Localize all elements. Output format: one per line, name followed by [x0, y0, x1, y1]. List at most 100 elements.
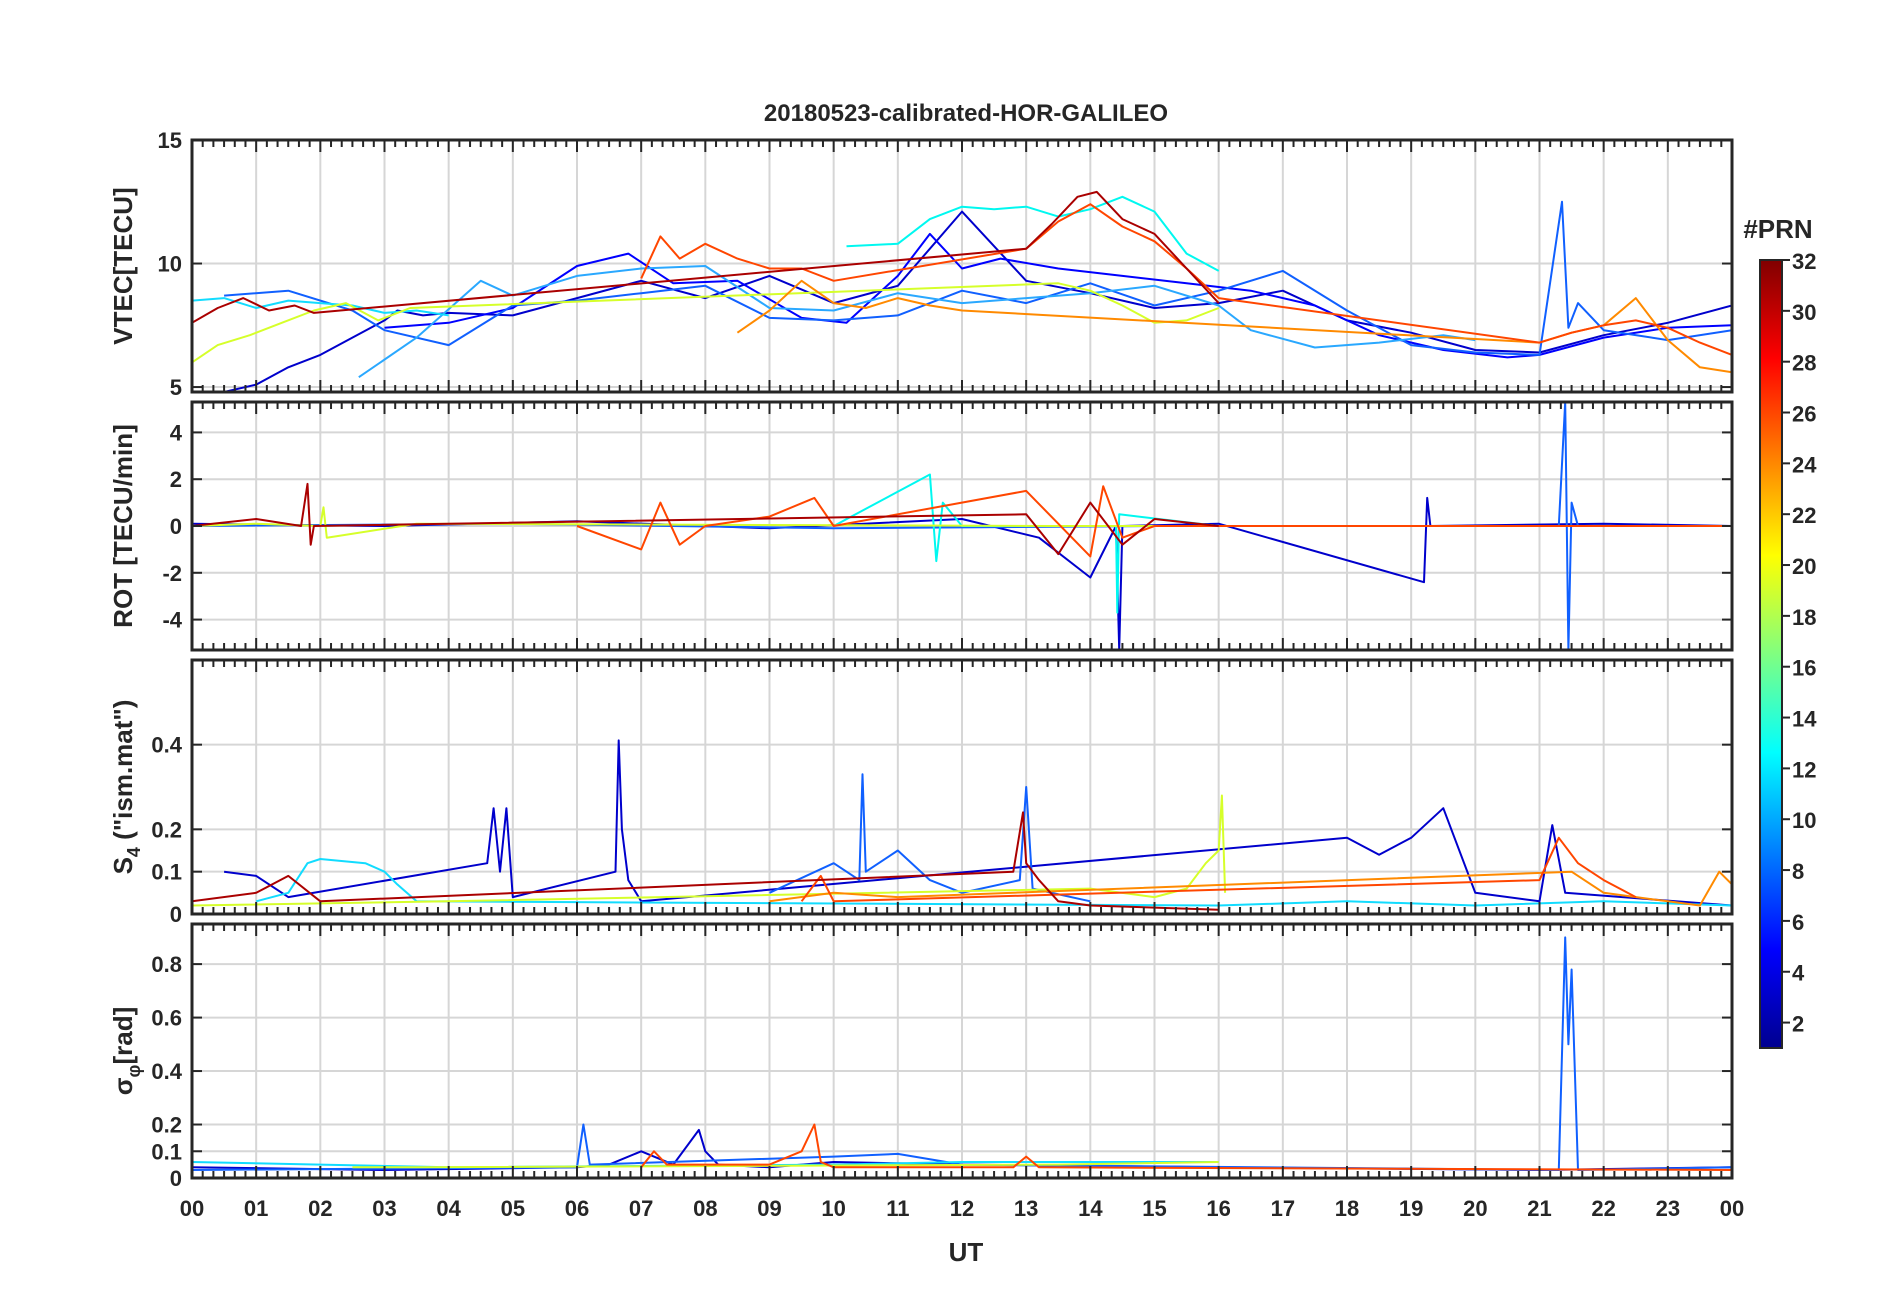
x-tick-label: 07 [629, 1196, 653, 1221]
series-prn-7 [192, 402, 1732, 650]
x-tick-label: 10 [821, 1196, 845, 1221]
x-axis-label: UT [949, 1237, 984, 1267]
y-tick-label: 0.2 [151, 1113, 182, 1138]
series-prn-31 [192, 811, 1219, 911]
colorbar-tick-label: 8 [1792, 859, 1804, 884]
y-tick-label: 0.1 [151, 860, 182, 885]
series-prn-26 [640, 1123, 1732, 1171]
x-tick-label: 15 [1142, 1196, 1166, 1221]
x-tick-label: 08 [693, 1196, 717, 1221]
x-tick-label: 11 [886, 1196, 909, 1221]
minor-ticks [191, 660, 1733, 914]
y-axis-label: VTEC[TECU] [108, 187, 138, 344]
colorbar-tick-label: 6 [1792, 910, 1804, 935]
colorbar-tick-label: 26 [1792, 402, 1816, 427]
series-prn-26 [640, 203, 1732, 356]
colorbar-tick-label: 4 [1792, 961, 1805, 986]
x-tick-label: 13 [1014, 1196, 1038, 1221]
x-tick-label: 16 [1206, 1196, 1230, 1221]
y-tick-label: 0.1 [151, 1139, 182, 1164]
series-prn-4 [384, 232, 1732, 359]
x-tick-label: 17 [1271, 1196, 1295, 1221]
y-tick-label: 4 [170, 420, 183, 445]
x-tick-label: 19 [1399, 1196, 1423, 1221]
x-axis: 00 01 02 03 04 05 06 07 08 09 10 11 12 13 14 15 16 17 18 19… [180, 1196, 1744, 1221]
colorbar-tick-label: 18 [1792, 605, 1816, 630]
colorbar-tick-label: 30 [1792, 300, 1816, 325]
x-tick-label: 01 [244, 1196, 268, 1221]
series-prn-11 [255, 858, 1732, 907]
series-group [192, 739, 1732, 911]
y-tick-label: 0 [170, 902, 182, 927]
colorbar-tick-label: 12 [1792, 757, 1816, 782]
x-tick-label: 05 [501, 1196, 525, 1221]
series-prn-23 [736, 279, 1732, 374]
colorbar-tick-label: 24 [1792, 452, 1817, 477]
x-tick-label: 20 [1463, 1196, 1487, 1221]
colorbar-tick-label: 10 [1792, 808, 1816, 833]
y-axis-label: ROT [TECU/min] [108, 424, 138, 628]
chart-title: 20180523-calibrated-HOR-GALILEO [764, 100, 1168, 127]
grid [191, 660, 1733, 915]
y-tick-label: 0.2 [151, 817, 182, 842]
series-prn-2 [223, 739, 1732, 907]
grid [191, 924, 1733, 1179]
y-tick-label: -4 [162, 608, 182, 633]
series-prn-7 [224, 200, 1732, 356]
colorbar-label: #PRN [1743, 214, 1812, 244]
panel-2: -4 -2 0 2 4 ROT [TECU/min] [108, 400, 1734, 652]
y-tick-label: 2 [170, 467, 182, 492]
panel-3: 0 0.1 0.2 0.4 S4 ("ism.mat") [108, 658, 1734, 927]
series-prn-23 [769, 870, 1732, 907]
panel-4: 00.10.2 0.4 0.6 0.8 σφ[rad] [108, 922, 1734, 1191]
colorbar-gradient [1759, 259, 1783, 1049]
y-tick-label: 10 [158, 252, 182, 277]
x-tick-label: 02 [308, 1196, 332, 1221]
minor-ticks [191, 140, 1733, 392]
y-tick-label: 0.6 [151, 1006, 182, 1031]
x-tick-label: 22 [1591, 1196, 1615, 1221]
y-tick-label: 0 [170, 514, 182, 539]
x-tick-label: 06 [565, 1196, 589, 1221]
y-tick-label: 0.8 [151, 952, 182, 977]
series-prn-31 [192, 482, 1219, 556]
colorbar-tick-label: 16 [1792, 656, 1816, 681]
x-tick-label: 04 [436, 1196, 461, 1221]
series-group [192, 402, 1732, 650]
x-tick-label: 12 [950, 1196, 974, 1221]
series-prn-9 [358, 265, 1476, 379]
series-group [192, 190, 1732, 392]
series-prn-31 [192, 190, 1220, 324]
panel-1: 5 10 15 VTEC[TECU] [108, 128, 1734, 400]
x-tick-label: 03 [372, 1196, 396, 1221]
y-axis-label: S4 ("ism.mat") [108, 700, 144, 875]
series-prn-7 [769, 773, 1091, 903]
minor-ticks [191, 402, 1733, 650]
x-tick-label: 23 [1656, 1196, 1680, 1221]
y-tick-label: 0 [170, 1166, 182, 1191]
colorbar-tick-label: 22 [1792, 503, 1816, 528]
colorbar-tick-label: 32 [1792, 249, 1816, 274]
series-prn-19 [192, 506, 1219, 539]
series-prn-26 [576, 485, 1732, 558]
colorbar-tick-label: 2 [1792, 1012, 1804, 1037]
x-tick-label: 00 [180, 1196, 204, 1221]
y-tick-label: -2 [162, 561, 182, 586]
y-tick-label: 5 [170, 375, 182, 400]
series-prn-12 [846, 195, 1220, 272]
x-tick-label: 09 [757, 1196, 781, 1221]
y-axis-label: σφ[rad] [108, 1007, 144, 1095]
colorbar-tick-label: 20 [1792, 554, 1816, 579]
y-tick-label: 15 [158, 128, 182, 153]
colorbar-tick-label: 28 [1792, 351, 1816, 376]
y-tick-label: 0.4 [151, 733, 182, 758]
minor-ticks [191, 924, 1733, 1178]
x-tick-label: 14 [1078, 1196, 1103, 1221]
series-prn-19 [192, 794, 1227, 907]
colorbar-tick-label: 14 [1792, 707, 1817, 732]
x-tick-label: 18 [1335, 1196, 1359, 1221]
x-tick-label: 21 [1527, 1196, 1551, 1221]
